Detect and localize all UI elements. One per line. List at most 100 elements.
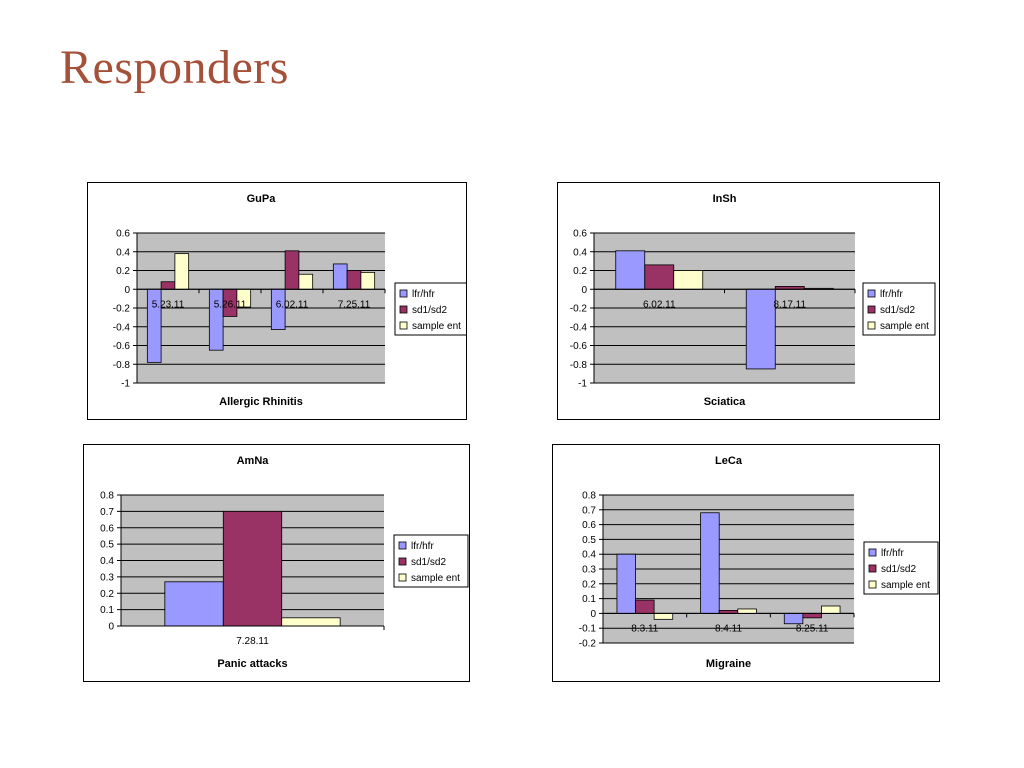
chart-svg: InSh 0.6 0.4 0.2 0 -0.2 -0.4 -0.6 -0.8 -1 6.02.11 8…	[570, 193, 936, 408]
y-tick-label: 0.5	[100, 540, 114, 551]
x-tick-label: 6.02.11	[276, 299, 309, 310]
bar-lfr-hfr-8-3-11	[616, 553, 636, 614]
y-tick-label: -0.4	[113, 322, 131, 333]
legend-swatch-lfr-hfr	[868, 548, 877, 557]
bar-sd1-sd2-5-23-11	[160, 281, 176, 290]
y-tick-label: -1	[121, 379, 130, 390]
y-tick-label: 0.6	[100, 523, 114, 534]
y-tick-label: 0.6	[116, 229, 130, 240]
bar-sample-ent-8-3-11	[653, 612, 674, 620]
y-tick-label: 0	[124, 285, 130, 296]
bar-lfr-hfr-7-25-11	[332, 263, 348, 290]
y-tick-label: 0.1	[100, 605, 114, 616]
legend-label-lfr-hfr: lfr/hfr	[411, 541, 434, 552]
legend-label-sd1-sd2: sd1/sd2	[881, 564, 916, 575]
x-axis-title: Panic attacks	[217, 658, 287, 670]
legend-swatch-sample-ent	[867, 321, 876, 330]
bar-sample-ent-5-23-11	[174, 253, 190, 290]
x-axis-title: Sciatica	[704, 396, 746, 408]
chart-gupa: GuPa 0.6 0.4 0.2 0 -0.2 -0.4 -0.6 -0.8 -1 5.23.11 5…	[87, 182, 467, 420]
bar-lfr-hfr-6-02-11	[615, 250, 646, 290]
y-tick-label: 0	[581, 285, 587, 296]
y-tick-label: 0.7	[100, 507, 114, 518]
legend-label-sd1-sd2: sd1/sd2	[411, 557, 446, 568]
legend-swatch-lfr-hfr	[398, 541, 407, 550]
x-tick-label: 8.17.11	[773, 299, 806, 310]
legend-swatch-sd1-sd2	[399, 305, 408, 314]
y-tick-label: -0.6	[113, 341, 131, 352]
legend-label-lfr-hfr: lfr/hfr	[880, 289, 903, 300]
legend-swatch-lfr-hfr	[399, 289, 408, 298]
legend-swatch-sd1-sd2	[398, 557, 407, 566]
x-tick-label: 8.4.11	[715, 623, 742, 634]
y-tick-label: 0.6	[582, 520, 596, 531]
y-tick-label: 0.6	[573, 229, 587, 240]
bar-sd1-sd2-6-02-11	[644, 264, 675, 290]
bar-sd1-sd2-6-02-11	[284, 250, 300, 290]
y-tick-label: 0	[590, 609, 596, 620]
chart-svg: GuPa 0.6 0.4 0.2 0 -0.2 -0.4 -0.6 -0.8 -1 5.23.11 5…	[113, 193, 466, 408]
bar-sample-ent-8-4-11	[737, 608, 757, 614]
y-tick-label: 0	[108, 622, 114, 633]
legend-label-sd1-sd2: sd1/sd2	[412, 305, 447, 316]
chart-title: InSh	[713, 193, 737, 205]
x-tick-label: 6.02.11	[643, 299, 676, 310]
x-tick-label: 7.28.11	[236, 636, 269, 647]
legend-label-sd1-sd2: sd1/sd2	[880, 305, 915, 316]
y-tick-label: -0.2	[579, 639, 597, 650]
y-tick-label: -1	[578, 379, 587, 390]
legend-swatch-sample-ent	[398, 573, 407, 582]
y-tick-label: -0.6	[570, 341, 588, 352]
y-tick-label: 0.4	[582, 550, 596, 561]
y-tick-label: -0.2	[570, 304, 588, 315]
y-tick-label: 0.5	[582, 535, 596, 546]
legend-swatch-sample-ent	[868, 580, 877, 589]
chart-svg: LeCa 0.8 0.7 0.6 0.5 0.4 0.3 0.2 0.1 0 -0.1 -0.2 8.3…	[579, 455, 939, 670]
bar-lfr-hfr-8-4-11	[700, 512, 720, 614]
legend-label-sample-ent: sample ent	[880, 321, 929, 332]
chart-title: AmNa	[237, 455, 270, 467]
y-tick-label: 0.2	[100, 589, 114, 600]
y-tick-label: 0.1	[582, 594, 596, 605]
x-tick-label: 5.26.11	[214, 299, 247, 310]
chart-insh: InSh 0.6 0.4 0.2 0 -0.2 -0.4 -0.6 -0.8 -1 6.02.11 8…	[557, 182, 940, 420]
chart-leca: LeCa 0.8 0.7 0.6 0.5 0.4 0.3 0.2 0.1 0 -0.1 -0.2 8.3…	[552, 444, 940, 682]
y-tick-label: 0.8	[582, 491, 596, 502]
y-tick-label: 0.2	[573, 266, 587, 277]
legend-swatch-sd1-sd2	[868, 564, 877, 573]
chart-amna: AmNa 0.8 0.7 0.6 0.5 0.4 0.3 0.2 0.1 0 7.28.11 Pani…	[83, 444, 470, 682]
bar-sample-ent-7-25-11	[360, 271, 376, 290]
legend: lfr/hfr sd1/sd2 sample ent	[394, 282, 466, 336]
bar-lfr-hfr-8-17-11	[745, 288, 776, 370]
bar-sample-ent-6-02-11	[673, 270, 704, 290]
y-tick-label: 0.8	[100, 491, 114, 502]
chart-svg: AmNa 0.8 0.7 0.6 0.5 0.4 0.3 0.2 0.1 0 7.28.11 Pani…	[100, 455, 469, 670]
bar-lfr-hfr-8-25-11	[783, 612, 804, 625]
x-tick-label: 8.3.11	[631, 623, 658, 634]
legend-swatch-lfr-hfr	[867, 289, 876, 298]
legend: lfr/hfr sd1/sd2 sample ent	[862, 282, 936, 336]
x-tick-label: 5.23.11	[152, 299, 185, 310]
x-tick-label: 7.25.11	[338, 299, 371, 310]
bar-lfr-hfr-7-28-11	[164, 581, 224, 627]
y-tick-label: 0.2	[582, 579, 596, 590]
y-tick-label: 0.3	[100, 572, 114, 583]
x-axis-title: Migraine	[706, 658, 751, 670]
bar-sd1-sd2-7-28-11	[222, 510, 283, 627]
legend-label-lfr-hfr: lfr/hfr	[881, 548, 904, 559]
bar-sample-ent-8-25-11	[821, 605, 841, 614]
bar-sample-ent-7-28-11	[281, 617, 341, 627]
legend: lfr/hfr sd1/sd2 sample ent	[863, 541, 939, 595]
legend-swatch-sd1-sd2	[867, 305, 876, 314]
chart-title: GuPa	[247, 193, 277, 205]
legend-label-sample-ent: sample ent	[412, 321, 461, 332]
bar-sd1-sd2-7-25-11	[346, 270, 362, 290]
y-tick-label: 0.4	[100, 556, 114, 567]
y-tick-label: 0.3	[582, 565, 596, 576]
y-tick-label: -0.2	[113, 304, 131, 315]
y-tick-label: -0.1	[579, 624, 597, 635]
y-tick-label: 0.7	[582, 505, 596, 516]
x-axis-title: Allergic Rhinitis	[219, 396, 303, 408]
bar-sd1-sd2-8-25-11	[802, 612, 822, 619]
legend-swatch-sample-ent	[399, 321, 408, 330]
